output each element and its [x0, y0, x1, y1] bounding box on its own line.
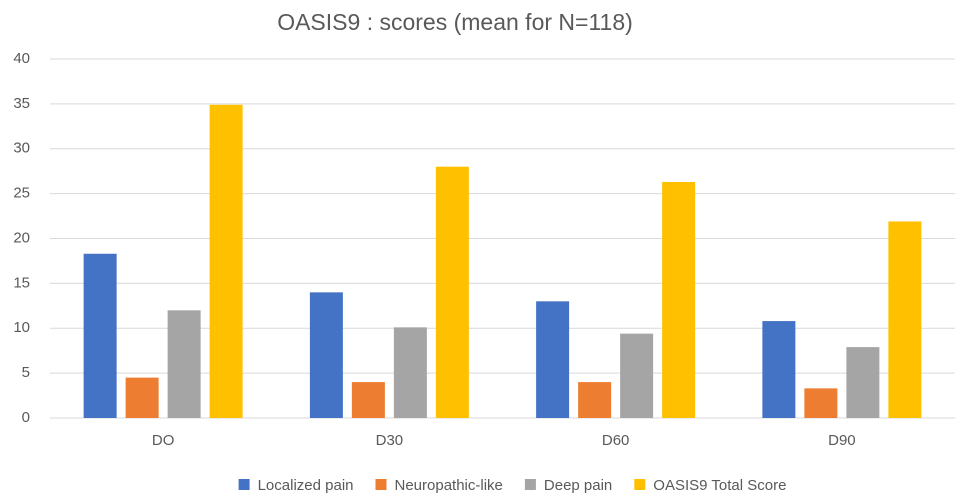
bar: [578, 382, 612, 418]
legend-swatch: [524, 479, 536, 490]
bar: [804, 388, 838, 418]
bar: [351, 382, 385, 418]
y-tick-label: 5: [22, 364, 30, 381]
y-tick-label: 25: [13, 185, 30, 202]
legend-label: Deep pain: [544, 477, 612, 494]
x-tick-label: D30: [376, 432, 404, 449]
bar: [662, 181, 696, 418]
y-tick-label: 40: [13, 50, 30, 67]
legend-label: OASIS9 Total Score: [653, 477, 786, 494]
bar: [435, 166, 469, 418]
bar: [846, 347, 880, 418]
legend-label: Neuropathic-like: [395, 477, 503, 494]
bar: [393, 327, 427, 418]
x-tick-label: D60: [602, 432, 630, 449]
legend-swatch: [634, 479, 646, 490]
x-tick-label: D90: [828, 432, 856, 449]
bar: [620, 333, 654, 418]
y-tick-label: 35: [13, 95, 30, 112]
legend-swatch: [238, 479, 250, 490]
bar: [536, 301, 570, 418]
bar: [309, 292, 343, 418]
y-tick-label: 20: [13, 229, 30, 246]
x-tick-label: DO: [152, 432, 175, 449]
bar: [167, 310, 201, 418]
legend-label: Localized pain: [258, 477, 354, 494]
chart-title: OASIS9 : scores (mean for N=118): [277, 9, 633, 35]
bar: [125, 377, 159, 418]
bar: [83, 253, 117, 418]
y-tick-label: 10: [13, 319, 30, 336]
bar: [762, 321, 796, 418]
y-tick-label: 0: [22, 409, 30, 426]
legend-swatch: [375, 479, 387, 490]
y-tick-label: 30: [13, 140, 30, 157]
y-tick-label: 15: [13, 274, 30, 291]
bar: [888, 221, 922, 418]
bar: [209, 104, 243, 419]
